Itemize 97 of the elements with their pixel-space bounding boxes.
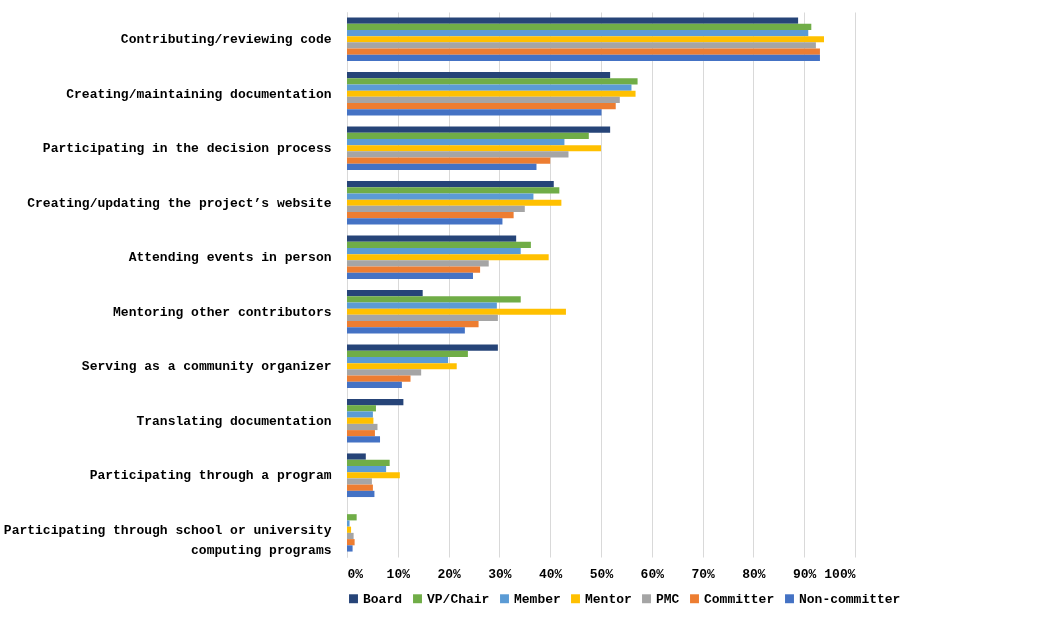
bar — [347, 411, 373, 418]
bar — [347, 423, 378, 431]
bar — [347, 163, 537, 171]
bar — [347, 36, 825, 43]
bar — [347, 308, 566, 315]
bar — [347, 266, 481, 273]
legend-label: Mentor — [585, 591, 632, 607]
x-tick-label: 60% — [640, 566, 665, 582]
bar — [347, 199, 562, 206]
bar — [347, 187, 560, 194]
x-tick-label: 10% — [386, 566, 411, 582]
legend-label: Board — [363, 591, 403, 607]
bar — [347, 103, 616, 110]
bar — [347, 539, 355, 546]
legend-label: VP/Chair — [427, 591, 490, 607]
bar — [347, 235, 517, 242]
bar — [347, 96, 620, 104]
bar — [347, 344, 498, 351]
bar — [347, 436, 381, 443]
bar — [347, 48, 820, 55]
x-tick-label: 40% — [539, 566, 563, 582]
bar — [347, 218, 503, 225]
y-tick-label: Creating/maintaining documentation — [66, 86, 332, 102]
bar — [347, 42, 816, 49]
bar — [347, 132, 589, 139]
bar — [347, 247, 521, 255]
y-tick-label: Serving as a community organizer — [81, 359, 332, 375]
bar — [347, 545, 353, 552]
bar — [347, 314, 498, 322]
bar — [347, 302, 497, 309]
y-tick-label: Translating documentation — [136, 413, 332, 429]
bar — [347, 241, 531, 248]
bar — [347, 138, 565, 146]
bar — [347, 157, 551, 164]
bar — [347, 405, 376, 412]
bar — [347, 321, 479, 328]
bar — [347, 254, 549, 261]
y-tick-label: Contributing/reviewing code — [120, 32, 332, 48]
bar — [347, 23, 812, 30]
bar — [347, 472, 400, 479]
bar — [347, 17, 799, 24]
bar — [347, 145, 601, 152]
y-tick-label: Attending events in person — [128, 250, 332, 266]
legend-label: PMC — [656, 591, 680, 607]
bar — [347, 193, 534, 200]
x-tick-label: 100% — [824, 566, 856, 582]
y-tick-label: Participating in the decision process — [42, 141, 332, 157]
bar — [347, 78, 638, 85]
bar — [347, 260, 489, 267]
bar — [347, 459, 390, 466]
x-tick-label: 70% — [691, 566, 715, 582]
bar — [347, 54, 820, 62]
bar — [347, 84, 632, 91]
bar — [347, 417, 374, 424]
bar — [347, 29, 809, 37]
bar — [347, 109, 602, 116]
bar — [347, 272, 473, 280]
legend-label: Member — [514, 591, 561, 607]
x-tick-label: 80% — [742, 566, 766, 582]
bar — [347, 151, 569, 158]
bar — [347, 363, 457, 370]
bar — [347, 532, 354, 540]
bar — [347, 90, 636, 97]
bar — [347, 526, 352, 533]
bar — [347, 369, 422, 376]
bar — [347, 212, 514, 219]
bar — [347, 350, 468, 357]
x-tick-label: 20% — [437, 566, 461, 582]
x-tick-label: 50% — [589, 566, 614, 582]
bar — [347, 180, 554, 188]
bar — [347, 484, 373, 491]
bar — [347, 478, 372, 485]
bar — [347, 289, 423, 297]
legend-label: Committer — [704, 591, 775, 607]
bar — [347, 126, 611, 133]
bar — [347, 71, 611, 79]
y-tick-label: Creating/updating the project’s website — [27, 195, 332, 211]
x-tick-label: 30% — [488, 566, 512, 582]
y-tick-label: Participating through a program — [89, 468, 332, 484]
bar — [347, 520, 350, 527]
bar — [347, 465, 387, 473]
bar — [347, 296, 521, 303]
bar — [347, 398, 404, 406]
bar — [347, 205, 525, 213]
bar — [347, 381, 402, 389]
bar — [347, 453, 366, 460]
bar — [347, 430, 375, 437]
y-tick-label: Mentoring other contributors — [113, 304, 332, 320]
bar — [347, 514, 357, 521]
bar — [347, 356, 449, 364]
y-tick-label: Participating through school or university computing programs — [3, 522, 332, 558]
bar — [347, 490, 375, 498]
bar — [347, 375, 411, 382]
legend-label: Non-committer — [799, 591, 901, 607]
bar — [347, 327, 465, 334]
x-tick-label: 90% — [793, 566, 817, 582]
x-tick-label: 0% — [347, 566, 364, 582]
